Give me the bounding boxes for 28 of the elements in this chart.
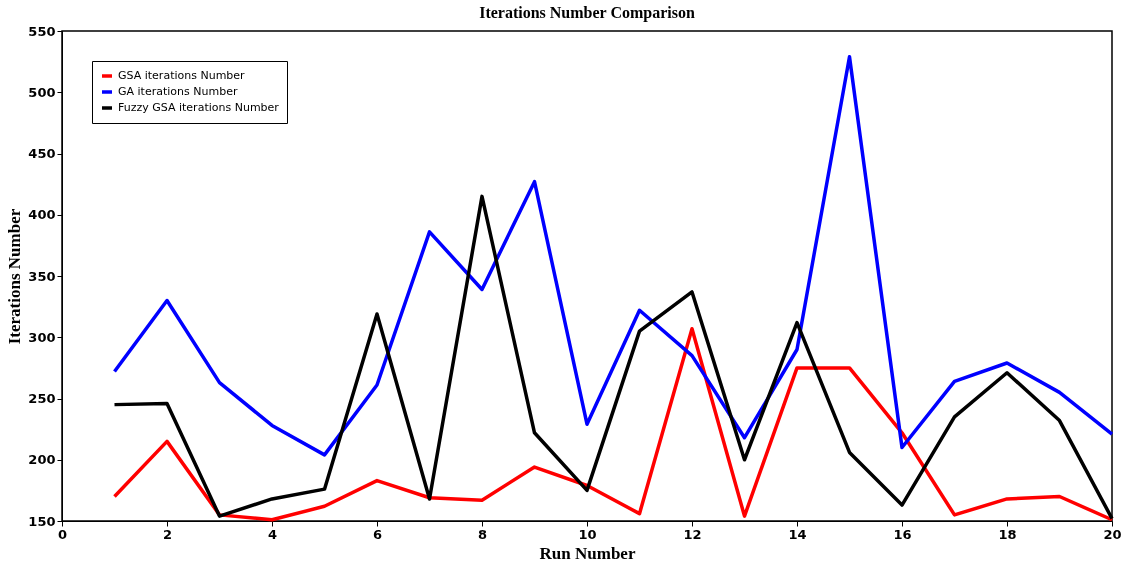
y-tick-label: 350 [28, 268, 56, 284]
x-axis-title: Run Number [539, 543, 636, 563]
chart-title: Iterations Number Comparison [479, 4, 695, 22]
x-tick-label: 2 [162, 526, 173, 542]
x-tick-label: 0 [57, 526, 68, 542]
x-tick-label: 18 [998, 526, 1017, 542]
line-series [112, 54, 1114, 457]
x-tick-label: 8 [477, 526, 488, 542]
x-tick-label: 6 [372, 526, 383, 542]
x-tick-label: 10 [578, 526, 597, 542]
legend-label: GA iterations Number [118, 85, 238, 98]
x-tick-label: 20 [1103, 526, 1122, 542]
x-tick-label: 16 [893, 526, 912, 542]
x-tick-label: 14 [788, 526, 807, 542]
y-tick-label: 450 [28, 146, 56, 161]
y-axis-title: Iterations Number [5, 208, 25, 345]
y-tick-label: 400 [28, 207, 56, 223]
legend-label: Fuzzy GSA iterations Number [118, 101, 280, 114]
y-tick-label: 300 [28, 329, 56, 345]
y-tick-label: 250 [28, 391, 56, 406]
line-series [112, 326, 1114, 522]
x-tick-label: 12 [683, 526, 702, 542]
x-tick-label: 4 [267, 526, 278, 542]
y-tick-label: 150 [28, 513, 56, 529]
y-tick-label: 200 [28, 452, 56, 468]
y-tick-label: 500 [28, 84, 56, 100]
legend-label: GSA iterations Number [118, 69, 246, 82]
y-tick-label: 550 [28, 23, 56, 39]
